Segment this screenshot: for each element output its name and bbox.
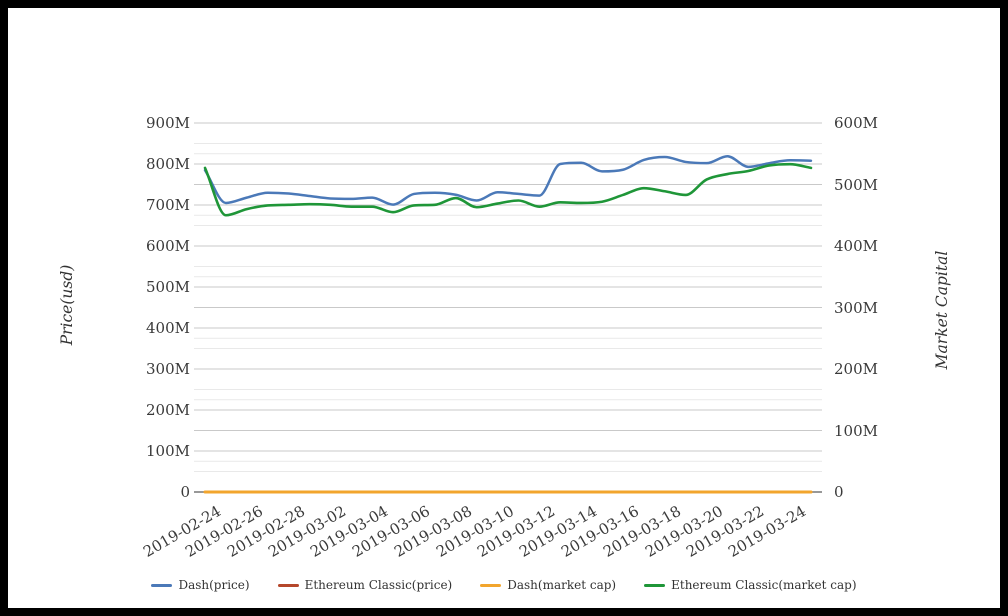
legend-item-dash-price[interactable]: Dash(price) [151,578,250,592]
y-tick-left-100M: 100M [146,442,190,460]
legend-item-ethereum-classic-market-cap[interactable]: Ethereum Classic(market cap) [644,578,857,592]
y-tick-right-500M: 500M [834,175,878,194]
legend-swatch-ethereum-classic-price [277,583,299,587]
y-tick-right-400M: 400M [834,237,878,255]
y-tick-right-600M: 600M [834,114,878,132]
legend: Dash(price) Ethereum Classic(price) Dash(m… [8,578,1000,592]
y-tick-left-700M: 700M [146,196,190,214]
y-tick-left-800M: 800M [146,155,190,173]
legend-item-dash-market-cap[interactable]: Dash(market cap) [480,578,616,592]
legend-label-ethereum-classic-market-cap: Ethereum Classic(market cap) [671,578,857,592]
series-line-ethereum-classic-market-cap [203,162,813,217]
y-tick-left-400M: 400M [146,319,190,337]
y-tick-right-200M: 200M [834,360,878,378]
legend-label-ethereum-classic-price: Ethereum Classic(price) [304,578,453,592]
y-tick-left-200M: 200M [146,401,190,419]
y-tick-left-500M: 500M [146,278,190,296]
y-tick-left-900M: 900M [146,114,190,132]
y-tick-right-300M: 300M [834,298,878,317]
legend-item-ethereum-classic-price[interactable]: Ethereum Classic(price) [277,578,453,592]
legend-swatch-dash-market-cap [480,583,502,587]
right-axis-title: Market Capital [933,250,951,370]
plot-area [194,122,822,494]
legend-label-dash-price: Dash(price) [178,578,250,592]
y-tick-left-0: 0 [180,483,190,501]
y-tick-right-0: 0 [834,483,844,501]
y-tick-left-300M: 300M [146,360,190,378]
y-tick-left-600M: 600M [146,237,190,255]
legend-swatch-ethereum-classic-market-cap [644,583,666,587]
y-tick-right-100M: 100M [834,421,878,440]
legend-swatch-dash-price [151,583,173,587]
legend-label-dash-market-cap: Dash(market cap) [507,578,617,592]
series-line-dash-price [203,154,813,206]
